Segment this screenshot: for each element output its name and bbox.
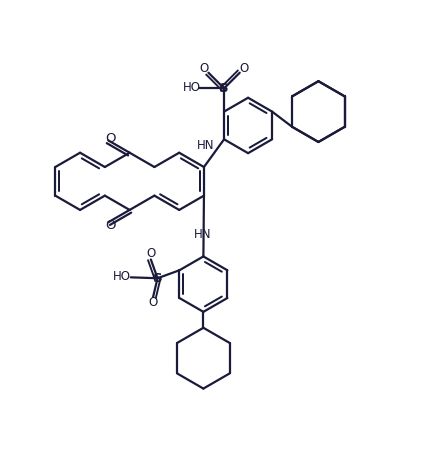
Text: O: O: [105, 132, 115, 145]
Text: O: O: [240, 62, 249, 75]
Text: HN: HN: [197, 139, 215, 152]
Text: O: O: [199, 62, 209, 75]
Text: S: S: [153, 272, 162, 285]
Text: S: S: [219, 82, 229, 95]
Text: O: O: [105, 219, 115, 232]
Text: HO: HO: [182, 81, 200, 94]
Text: HN: HN: [194, 228, 211, 241]
Text: HO: HO: [113, 270, 131, 283]
Text: O: O: [148, 296, 158, 309]
Text: O: O: [146, 247, 156, 260]
